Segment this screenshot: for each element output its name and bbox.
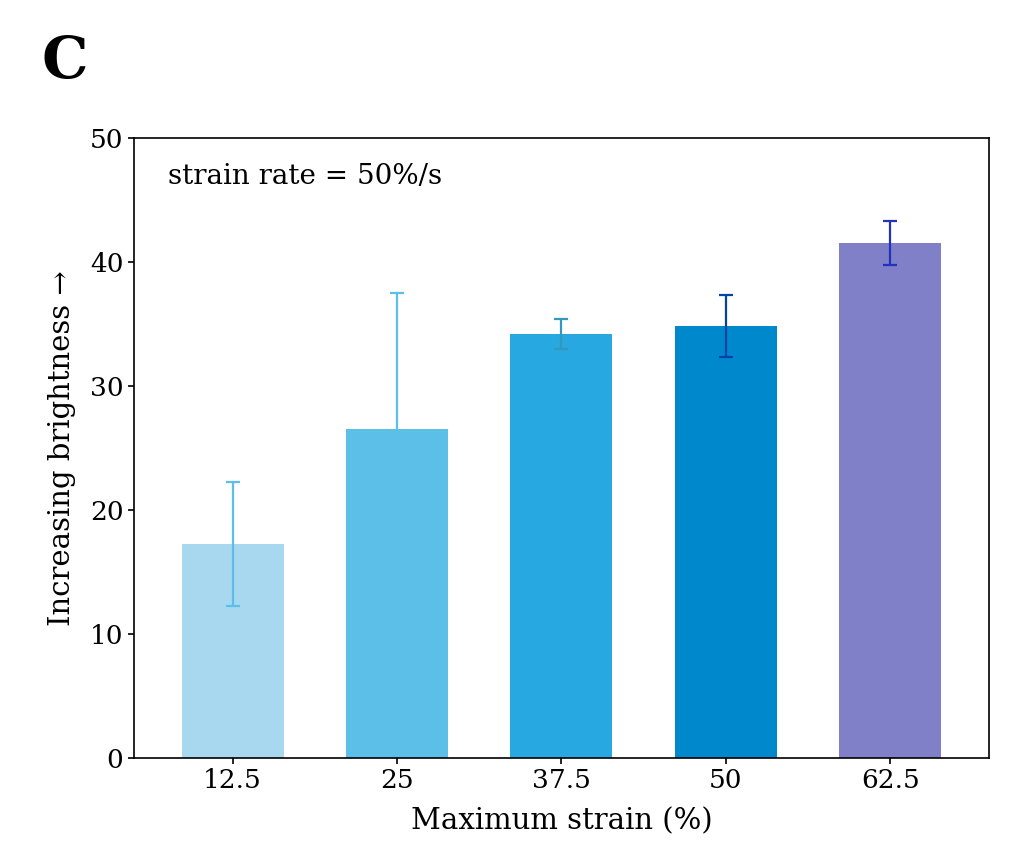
Y-axis label: Increasing brightness →: Increasing brightness → [48, 269, 76, 626]
Text: C: C [41, 34, 88, 90]
Bar [839, 243, 941, 758]
Bar [511, 334, 612, 758]
Text: strain rate = 50%/s: strain rate = 50%/s [168, 163, 442, 189]
Bar [181, 544, 283, 758]
Bar [346, 429, 448, 758]
X-axis label: Maximum strain (%): Maximum strain (%) [411, 807, 712, 835]
Bar [675, 326, 777, 758]
